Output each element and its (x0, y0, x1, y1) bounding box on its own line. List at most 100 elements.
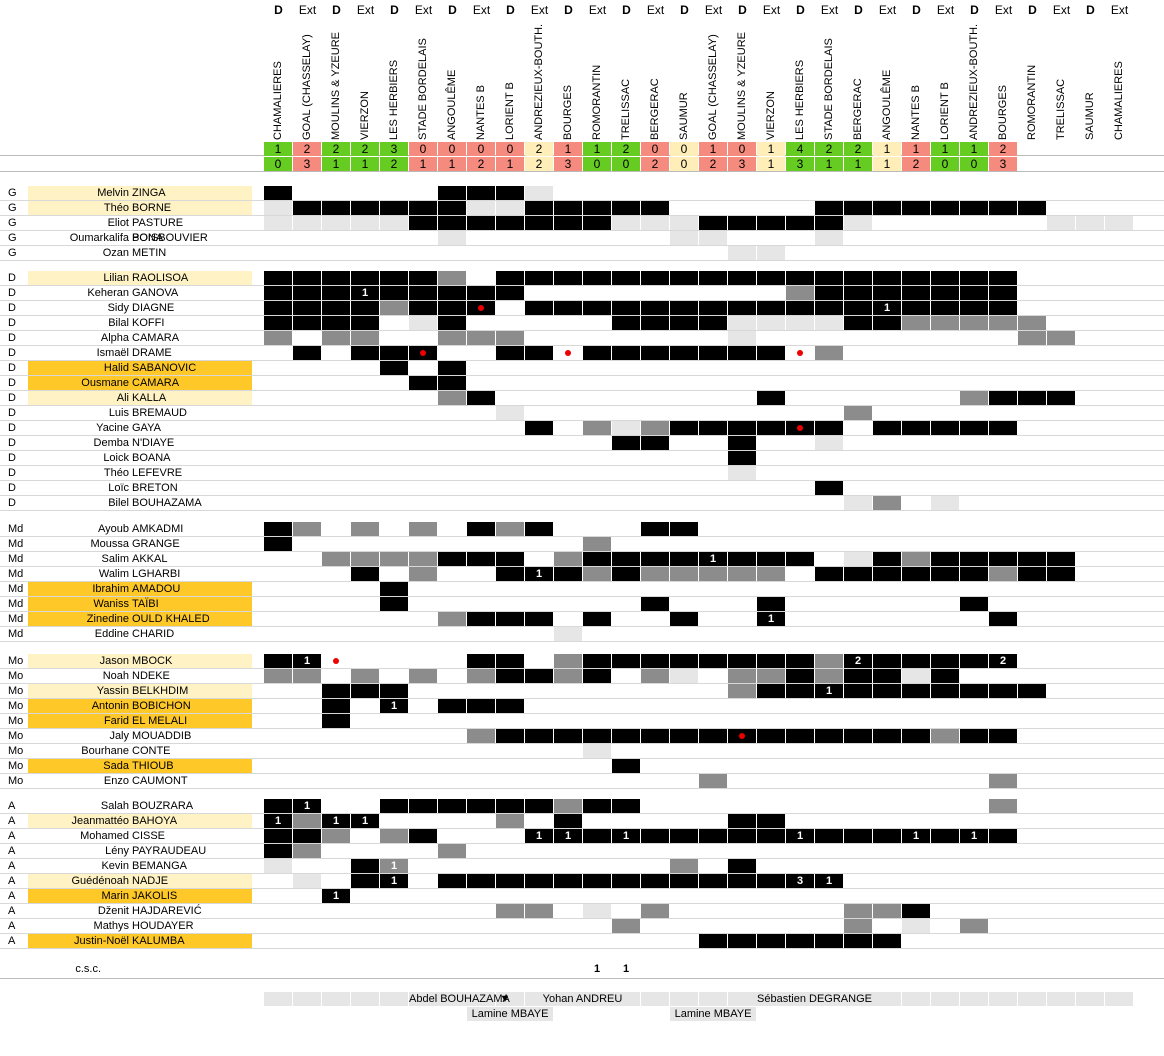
appearance-cell (409, 669, 437, 683)
opponent-name: GOAL (CHASSELAY) (707, 34, 719, 140)
appearance-cell (931, 286, 959, 300)
appearance-cell (1018, 391, 1046, 405)
row-line (0, 683, 1164, 684)
appearance-cell (293, 829, 321, 843)
player-first-name: Salim (101, 553, 129, 565)
opponent-name: CHAMALIERES (1113, 61, 1125, 140)
appearance-cell (1018, 684, 1046, 698)
appearance-cell (496, 331, 524, 345)
appearance-cell (612, 874, 640, 888)
appearance-cell (699, 231, 727, 245)
player-last-name: DIAGNE (132, 302, 175, 314)
player-last-name: BORNE (132, 201, 252, 215)
appearance-cell (322, 829, 350, 843)
score-for: 2 (351, 142, 379, 156)
appearance-cell (670, 859, 698, 873)
appearance-cell (554, 814, 582, 828)
opponent-name: STADE BORDELAIS (823, 38, 835, 140)
appearance-cell (293, 522, 321, 536)
row-line (0, 698, 1164, 699)
appearance-cell (728, 552, 756, 566)
appearance-cell (293, 814, 321, 828)
player-first-name: Yacine (96, 422, 129, 434)
opponent-name: ANDREZIEUX-BOUTH. (968, 23, 980, 140)
opponent-name: LES HERBIERS (388, 59, 400, 140)
appearance-cell (960, 271, 988, 285)
appearance-cell (264, 316, 292, 330)
player-position: G (8, 217, 17, 229)
row-line (0, 420, 1164, 421)
appearance-cell (873, 669, 901, 683)
appearance-cell (438, 301, 466, 315)
appearance-cell (380, 552, 408, 566)
player-last-name: BREMAUD (132, 407, 188, 419)
appearance-cell (409, 316, 437, 330)
appearance-cell (380, 799, 408, 813)
appearance-cell (873, 301, 901, 315)
card-dot (420, 350, 426, 356)
appearance-cell (641, 301, 669, 315)
appearance-cell (728, 654, 756, 668)
appearance-cell (699, 301, 727, 315)
appearance-cell (293, 844, 321, 858)
row-line (0, 888, 1164, 889)
player-position: A (8, 860, 16, 872)
appearance-cell (873, 271, 901, 285)
appearance-cell (844, 919, 872, 933)
score-for: 2 (844, 142, 872, 156)
appearance-cell (844, 729, 872, 743)
opponent-name: ANDREZIEUX-BOUTH. (533, 23, 545, 140)
appearance-cell (699, 829, 727, 843)
player-position: Md (8, 628, 24, 640)
appearance-cell (989, 654, 1017, 668)
appearance-cell (583, 537, 611, 551)
appearance-cell (757, 729, 785, 743)
player-last-name: LGHARBI (132, 568, 181, 580)
appearance-cell (757, 391, 785, 405)
appearance-cell (438, 844, 466, 858)
goals-count: 1 (535, 568, 543, 580)
appearance-cell (931, 201, 959, 215)
coach-cell (931, 992, 959, 1006)
appearance-cell (554, 552, 582, 566)
appearance-cell (931, 316, 959, 330)
appearance-cell (902, 316, 930, 330)
appearance-cell (351, 346, 379, 360)
appearance-cell (351, 684, 379, 698)
appearance-cell (641, 436, 669, 450)
appearance-cell (380, 346, 408, 360)
coach-name: Abdel BOUHAZAMA (409, 992, 510, 1006)
appearance-cell (931, 654, 959, 668)
row-line (0, 743, 1164, 744)
appearance-cell (264, 844, 292, 858)
appearance-cell (815, 271, 843, 285)
appearance-cell (844, 567, 872, 581)
coach-cell (351, 992, 379, 1006)
appearance-cell (612, 271, 640, 285)
appearance-cell (583, 421, 611, 435)
appearance-cell (438, 612, 466, 626)
appearance-cell (641, 271, 669, 285)
goals-count: 1 (332, 890, 340, 902)
opponent-name: LES HERBIERS (794, 59, 806, 140)
appearance-cell (1076, 216, 1104, 230)
player-last-name: BAHOYA (132, 814, 252, 828)
appearance-cell (583, 874, 611, 888)
appearance-cell (873, 654, 901, 668)
appearance-cell (757, 421, 785, 435)
appearance-cell (554, 799, 582, 813)
appearance-cell (467, 612, 495, 626)
goals-count: 2 (999, 655, 1007, 667)
coach-name: Yohan ANDREU (525, 992, 640, 1006)
appearance-cell (699, 874, 727, 888)
appearance-cell (931, 829, 959, 843)
row-line (0, 933, 1164, 934)
appearance-cell (554, 669, 582, 683)
csc-goals: 1 (622, 963, 630, 975)
appearance-cell (989, 391, 1017, 405)
appearance-cell (322, 316, 350, 330)
appearance-cell (351, 859, 379, 873)
player-first-name: Loïc (108, 482, 129, 494)
appearance-cell (496, 271, 524, 285)
row-line (0, 495, 1164, 496)
